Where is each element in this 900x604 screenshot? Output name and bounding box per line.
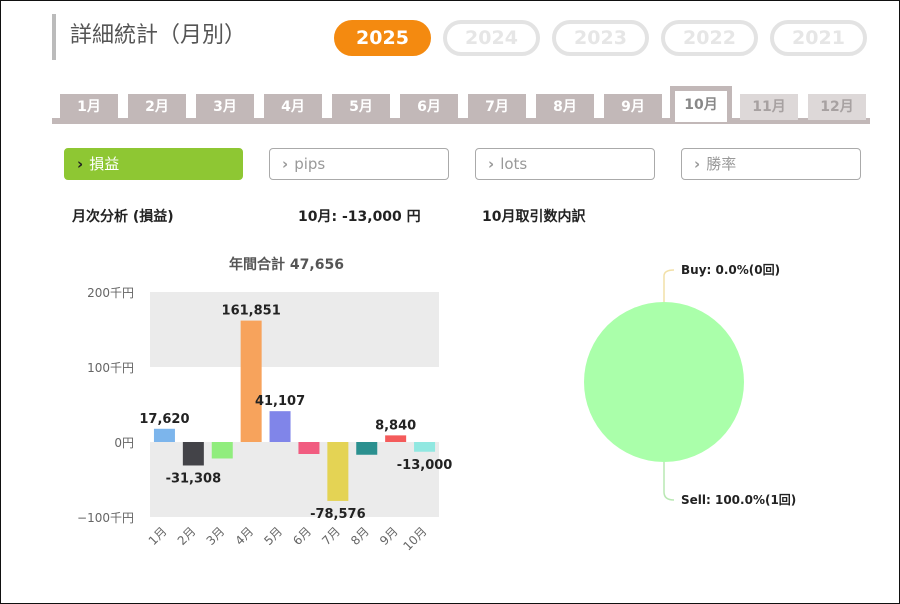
bar-4[interactable] — [240, 320, 262, 442]
year-selector: 2025 2024 2023 2022 2021 — [334, 20, 867, 56]
metric-button-4[interactable]: › 勝率 — [681, 148, 861, 180]
pie-label-buy: Buy: 0.0%(0回) — [681, 263, 780, 277]
metric-button-3[interactable]: › lots — [475, 148, 655, 180]
monthly-pnl-bar-chart: 年間合計 47,656 200千円 100千円 0円 −100千円 17,620 1月 -31… — [77, 256, 453, 553]
data-label-2: -31,308 — [166, 471, 222, 486]
tab-month-6[interactable]: 6月 — [400, 94, 458, 120]
y-tick-label: −100千円 — [77, 511, 134, 525]
bar-10[interactable] — [414, 442, 436, 452]
data-label-5: 41,107 — [255, 394, 305, 409]
x-tick-label: 1月 — [146, 524, 170, 548]
chevron-right-icon: › — [282, 155, 289, 173]
bar-1[interactable] — [153, 428, 175, 442]
tab-month-12[interactable]: 12月 — [808, 94, 866, 120]
tab-month-9[interactable]: 9月 — [604, 94, 662, 120]
metric-label: pips — [294, 155, 326, 173]
year-button-2022[interactable]: 2022 — [661, 20, 758, 56]
metric-label: 損益 — [89, 155, 120, 173]
x-tick-label: 9月 — [377, 524, 401, 548]
tab-month-5[interactable]: 5月 — [332, 94, 390, 120]
bar-6[interactable] — [298, 442, 320, 454]
year-button-2023[interactable]: 2023 — [552, 20, 649, 56]
data-label-7: -78,576 — [310, 507, 366, 522]
x-tick-label: 7月 — [319, 524, 343, 548]
metric-button-1[interactable]: › 損益 — [64, 148, 243, 180]
pie-slice-2[interactable] — [584, 302, 744, 462]
plot-band-top — [150, 292, 439, 367]
tab-month-10[interactable]: 10月 — [670, 86, 732, 122]
metric-selector: › 損益 › pips › lots › 勝率 — [64, 148, 861, 180]
y-tick-label: 200千円 — [87, 286, 134, 300]
analysis-label: 月次分析 (損益) — [72, 209, 174, 225]
trade-breakdown-pie-chart: Buy: 0.0%(0回) Sell: 100.0%(1回) — [584, 263, 796, 507]
connector-buy — [663, 269, 675, 302]
month-summary: 10月: -13,000 円 — [298, 209, 421, 225]
bar-9[interactable] — [385, 435, 407, 442]
breakdown-label: 10月取引数内訳 — [482, 209, 586, 225]
y-tick-label: 0円 — [114, 436, 134, 450]
tab-month-8[interactable]: 8月 — [536, 94, 594, 120]
year-button-2024[interactable]: 2024 — [443, 20, 540, 56]
x-tick-label: 8月 — [348, 524, 372, 548]
x-tick-label: 10月 — [400, 524, 429, 553]
bar-8[interactable] — [356, 442, 378, 455]
metric-label: 勝率 — [706, 155, 737, 173]
data-label-9: 8,840 — [375, 418, 416, 433]
bar-3[interactable] — [211, 442, 233, 459]
page-title: 詳細統計（月別） — [52, 14, 246, 60]
tab-month-3[interactable]: 3月 — [196, 94, 254, 120]
chevron-right-icon: › — [77, 155, 84, 173]
bar-7[interactable] — [327, 442, 349, 501]
month-tab-underline — [52, 118, 870, 124]
metric-button-2[interactable]: › pips — [269, 148, 449, 180]
x-tick-label: 6月 — [290, 524, 314, 548]
data-label-4: 161,851 — [222, 304, 281, 319]
x-tick-label: 5月 — [261, 524, 285, 548]
data-label-10: -13,000 — [397, 458, 453, 473]
tab-month-1[interactable]: 1月 — [60, 94, 118, 120]
tab-month-11[interactable]: 11月 — [740, 94, 798, 120]
tab-month-7[interactable]: 7月 — [468, 94, 526, 120]
plot-band-middle — [150, 367, 439, 442]
metric-label: lots — [500, 155, 528, 173]
x-tick-label: 3月 — [204, 524, 228, 548]
tab-month-4[interactable]: 4月 — [264, 94, 322, 120]
tab-month-2[interactable]: 2月 — [128, 94, 186, 120]
x-tick-label: 4月 — [232, 524, 256, 548]
chevron-right-icon: › — [694, 155, 701, 173]
year-button-2025[interactable]: 2025 — [334, 20, 431, 56]
bar-5[interactable] — [269, 411, 291, 442]
bar-2[interactable] — [182, 442, 204, 466]
data-label-1: 17,620 — [139, 412, 189, 427]
x-tick-label: 2月 — [175, 524, 199, 548]
year-button-2021[interactable]: 2021 — [770, 20, 867, 56]
y-tick-label: 100千円 — [87, 361, 134, 375]
chart-title: 年間合計 47,656 — [229, 256, 344, 273]
month-tabs: 1月 2月 3月 4月 5月 6月 7月 8月 9月 10月 11月 12月 — [52, 86, 870, 124]
pie-label-sell: Sell: 100.0%(1回) — [681, 493, 796, 507]
connector-sell — [663, 462, 675, 501]
chevron-right-icon: › — [488, 155, 495, 173]
